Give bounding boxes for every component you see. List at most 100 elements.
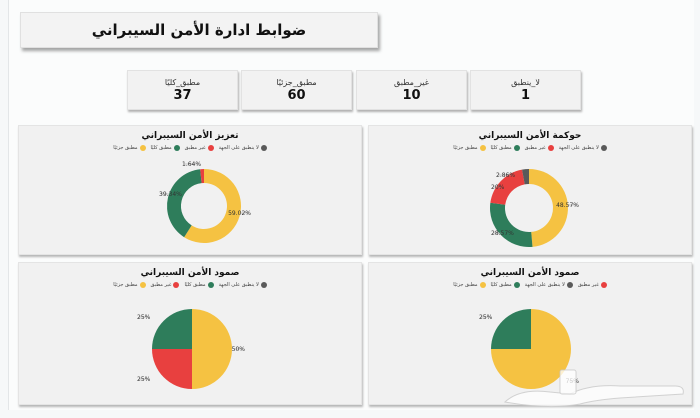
legend-label: لا ينطبق على الجهة: [524, 282, 565, 288]
kpi-fully-implemented[interactable]: مطبق_كليًا 37: [127, 70, 238, 110]
donut-chart-governance[interactable]: 2.86% 20% 28.57% 48.57%: [459, 160, 609, 252]
slice-fully-implemented[interactable]: [491, 309, 531, 349]
chart-legend: غير مطبق لا ينطبق على الجهة مطبق كليًا م…: [369, 282, 691, 288]
legend-swatch: [139, 282, 146, 288]
page-title: ضوابط ادارة الأمن السيبراني: [91, 21, 307, 39]
legend-item-fully-implemented[interactable]: مطبق كليًا: [491, 282, 520, 288]
kpi-value: 10: [402, 87, 421, 103]
legend-swatch: [207, 145, 214, 151]
legend-label: مطبق كليًا: [490, 145, 512, 151]
kpi-partially-implemented[interactable]: مطبق_جزئيًا 60: [241, 70, 352, 110]
legend-item-partially-implemented[interactable]: مطبق جزئيًا: [453, 282, 486, 288]
legend-swatch: [513, 145, 520, 151]
data-label: 39.34%: [159, 191, 182, 198]
slice-not-applicable[interactable]: [522, 169, 529, 185]
legend-swatch: [260, 145, 267, 151]
legend-swatch: [139, 145, 146, 151]
legend-label: مطبق جزئيًا: [113, 282, 138, 288]
kpi-value: 1: [520, 87, 531, 103]
slice-not-implemented[interactable]: [200, 169, 204, 184]
data-label: 75%: [566, 378, 580, 385]
legend-item-partially-implemented[interactable]: مطبق جزئيًا: [113, 145, 146, 151]
legend-label: غير مطبق: [577, 282, 599, 288]
legend-swatch: [547, 145, 554, 151]
legend-item-fully-implemented[interactable]: مطبق كليًا: [184, 282, 214, 288]
legend-item-fully-implemented[interactable]: مطبق كليًا: [151, 145, 180, 151]
slice-partially-implemented[interactable]: [192, 309, 232, 389]
kpi-not-implemented[interactable]: غير_مطبق 10: [356, 70, 467, 110]
legend-item-partially-implemented[interactable]: مطبق جزئيًا: [453, 145, 486, 151]
kpi-label: مطبق_جزئيًا: [276, 77, 317, 87]
data-label: 59.02%: [228, 210, 251, 217]
panel-resilience-left[interactable]: صمود الأمن السيبراني لا ينطبق على الجهة …: [18, 262, 362, 405]
chart-legend: لا ينطبق على الجهة غير مطبق مطبق كليًا م…: [19, 145, 361, 151]
page-title-card: ضوابط ادارة الأمن السيبراني: [20, 12, 378, 48]
slice-not-implemented[interactable]: [152, 349, 192, 389]
panel-title: صمود الأمن السيبراني: [480, 268, 580, 278]
legend-swatch: [173, 145, 180, 151]
legend-swatch: [173, 282, 180, 288]
kpi-not-applicable[interactable]: لا_ينطبق 1: [470, 70, 581, 110]
data-label: 25%: [137, 314, 151, 321]
kpi-label: مطبق_كليًا: [164, 77, 201, 87]
panel-title: تعزيز الأمن السيبراني: [141, 131, 239, 141]
slice-fully-implemented[interactable]: [152, 309, 192, 349]
legend-item-not-implemented[interactable]: غير مطبق: [151, 282, 180, 288]
panel-governance[interactable]: حوكمة الأمن السيبراني لا ينطبق على الجهة…: [368, 125, 692, 255]
slice-not-implemented[interactable]: [490, 169, 525, 205]
legend-label: مطبق جزئيًا: [453, 145, 478, 151]
chart-legend: لا ينطبق على الجهة مطبق كليًا غير مطبق م…: [19, 282, 361, 288]
legend-swatch: [260, 282, 267, 288]
data-label: 25%: [137, 376, 151, 383]
legend-item-partially-implemented[interactable]: مطبق جزئيًا: [113, 282, 146, 288]
panel-enhancement[interactable]: تعزيز الأمن السيبراني لا ينطبق على الجهة…: [18, 125, 362, 255]
kpi-value: 60: [287, 87, 306, 103]
donut-chart-enhancement[interactable]: 1.64% 39.34% 59.02%: [119, 156, 279, 252]
legend-label: مطبق كليًا: [150, 145, 172, 151]
legend-item-not-applicable[interactable]: لا ينطبق على الجهة: [559, 145, 607, 151]
legend-item-not-implemented[interactable]: غير مطبق: [185, 145, 214, 151]
slice-partially-implemented[interactable]: [184, 169, 242, 243]
legend-swatch: [479, 282, 486, 288]
pie-chart-resilience-left[interactable]: 25% 25% 50%: [119, 299, 289, 403]
panel-title: حوكمة الأمن السيبراني: [478, 131, 582, 141]
data-label: 28.57%: [491, 230, 514, 237]
data-label: 48.57%: [556, 202, 579, 209]
data-label: 1.64%: [182, 161, 201, 168]
panel-title: صمود الأمن السيبراني: [140, 268, 240, 278]
legend-swatch: [600, 282, 607, 288]
slice-partially-implemented[interactable]: [529, 169, 568, 247]
legend-label: مطبق كليًا: [490, 282, 512, 288]
kpi-label: لا_ينطبق: [511, 77, 540, 87]
legend-swatch: [479, 145, 486, 151]
slice-fully-implemented[interactable]: [490, 202, 533, 247]
panel-resilience-right[interactable]: صمود الأمن السيبراني غير مطبق لا ينطبق ع…: [368, 262, 692, 405]
legend-item-fully-implemented[interactable]: مطبق كليًا: [491, 145, 520, 151]
legend-swatch: [600, 145, 607, 151]
kpi-value: 37: [173, 87, 192, 103]
legend-label: مطبق جزئيًا: [113, 145, 138, 151]
chart-legend: لا ينطبق على الجهة غير مطبق مطبق كليًا م…: [369, 145, 691, 151]
data-label: 25%: [479, 314, 493, 321]
data-label: 50%: [232, 346, 246, 353]
legend-label: مطبق كليًا: [184, 282, 206, 288]
legend-item-not-applicable[interactable]: لا ينطبق على الجهة: [525, 282, 573, 288]
data-label: 2.86%: [496, 172, 515, 179]
kpi-label: غير_مطبق: [394, 77, 429, 87]
legend-item-not-implemented[interactable]: غير مطبق: [578, 282, 607, 288]
legend-label: لا ينطبق على الجهة: [218, 145, 259, 151]
legend-item-not-implemented[interactable]: غير مطبق: [525, 145, 554, 151]
legend-swatch: [566, 282, 573, 288]
legend-label: لا ينطبق على الجهة: [218, 282, 259, 288]
legend-swatch: [207, 282, 214, 288]
legend-label: لا ينطبق على الجهة: [558, 145, 599, 151]
legend-label: غير مطبق: [184, 145, 206, 151]
legend-label: غير مطبق: [150, 282, 172, 288]
data-label: 20%: [491, 184, 505, 191]
legend-item-not-applicable[interactable]: لا ينطبق على الجهة: [219, 282, 267, 288]
legend-label: غير مطبق: [524, 145, 546, 151]
slice-fully-implemented[interactable]: [167, 169, 202, 238]
legend-item-not-applicable[interactable]: لا ينطبق على الجهة: [219, 145, 267, 151]
pie-chart-resilience-right[interactable]: 25% 75%: [459, 299, 609, 403]
legend-label: مطبق جزئيًا: [453, 282, 478, 288]
